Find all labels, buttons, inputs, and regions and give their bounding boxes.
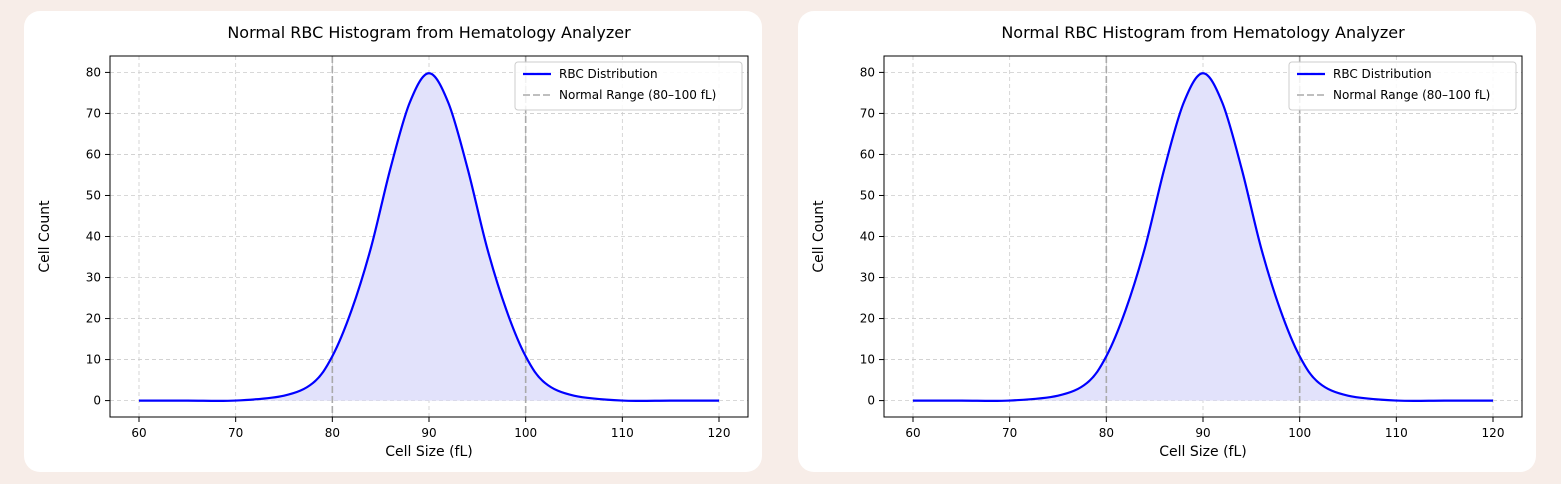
- series-line: [912, 72, 1494, 403]
- x-tick-label: 80: [1099, 426, 1114, 440]
- y-tick-label: 20: [860, 312, 875, 326]
- legend-label-series: RBC Distribution: [1333, 67, 1432, 81]
- legend: RBC Distribution Normal Range (80–100 fL): [1288, 61, 1517, 111]
- y-axis-label: Cell Count: [37, 200, 53, 273]
- y-tick-label: 70: [86, 106, 101, 120]
- y-tick-label: 10: [86, 353, 101, 367]
- series-area-fill: [913, 73, 1493, 401]
- y-tick-label: 80: [86, 65, 101, 79]
- y-axis-label: Cell Count: [811, 200, 827, 273]
- x-tick-label: 120: [1482, 426, 1505, 440]
- y-tick-label: 20: [86, 312, 101, 326]
- x-tick-label: 100: [1288, 426, 1311, 440]
- y-tick-label: 80: [860, 65, 875, 79]
- legend-label-series: RBC Distribution: [559, 67, 658, 81]
- y-tick-label: 40: [860, 230, 875, 244]
- legend-label-reference: Normal Range (80–100 fL): [1333, 88, 1490, 102]
- y-tick-label: 0: [867, 394, 875, 408]
- rbc-histogram-chart-right: Normal RBC Histogram from Hematology Ana…: [811, 23, 1523, 460]
- legend-box: [1288, 61, 1517, 111]
- legend-label-reference: Normal Range (80–100 fL): [559, 88, 716, 102]
- y-tick-label: 30: [860, 271, 875, 285]
- rbc-histogram-chart-left: Normal RBC Histogram from Hematology Ana…: [37, 23, 749, 460]
- series-line: [138, 72, 720, 403]
- legend: RBC Distribution Normal Range (80–100 fL): [514, 61, 743, 111]
- x-tick-label: 60: [905, 426, 920, 440]
- y-tick-label: 60: [860, 147, 875, 161]
- chart-title: Normal RBC Histogram from Hematology Ana…: [227, 23, 631, 42]
- y-tick-label: 10: [860, 353, 875, 367]
- x-tick-label: 110: [611, 426, 634, 440]
- x-tick-label: 90: [421, 426, 436, 440]
- legend-box: [514, 61, 743, 111]
- y-tick-label: 60: [86, 147, 101, 161]
- x-tick-label: 120: [708, 426, 731, 440]
- x-tick-label: 70: [1002, 426, 1017, 440]
- y-tick-label: 0: [93, 394, 101, 408]
- x-axis-label: Cell Size (fL): [1159, 444, 1246, 460]
- y-tick-label: 70: [860, 106, 875, 120]
- x-tick-label: 80: [325, 426, 340, 440]
- x-tick-label: 60: [131, 426, 146, 440]
- y-tick-label: 40: [86, 230, 101, 244]
- y-tick-label: 50: [86, 188, 101, 202]
- series-area-fill: [139, 73, 719, 401]
- x-tick-label: 110: [1385, 426, 1408, 440]
- x-axis-label: Cell Size (fL): [385, 444, 472, 460]
- chart-panel-left: Normal RBC Histogram from Hematology Ana…: [24, 11, 762, 472]
- x-tick-label: 70: [228, 426, 243, 440]
- x-tick-label: 100: [514, 426, 537, 440]
- y-tick-label: 50: [860, 188, 875, 202]
- x-tick-label: 90: [1195, 426, 1210, 440]
- chart-title: Normal RBC Histogram from Hematology Ana…: [1001, 23, 1405, 42]
- y-tick-label: 30: [86, 271, 101, 285]
- chart-panel-right: Normal RBC Histogram from Hematology Ana…: [798, 11, 1536, 472]
